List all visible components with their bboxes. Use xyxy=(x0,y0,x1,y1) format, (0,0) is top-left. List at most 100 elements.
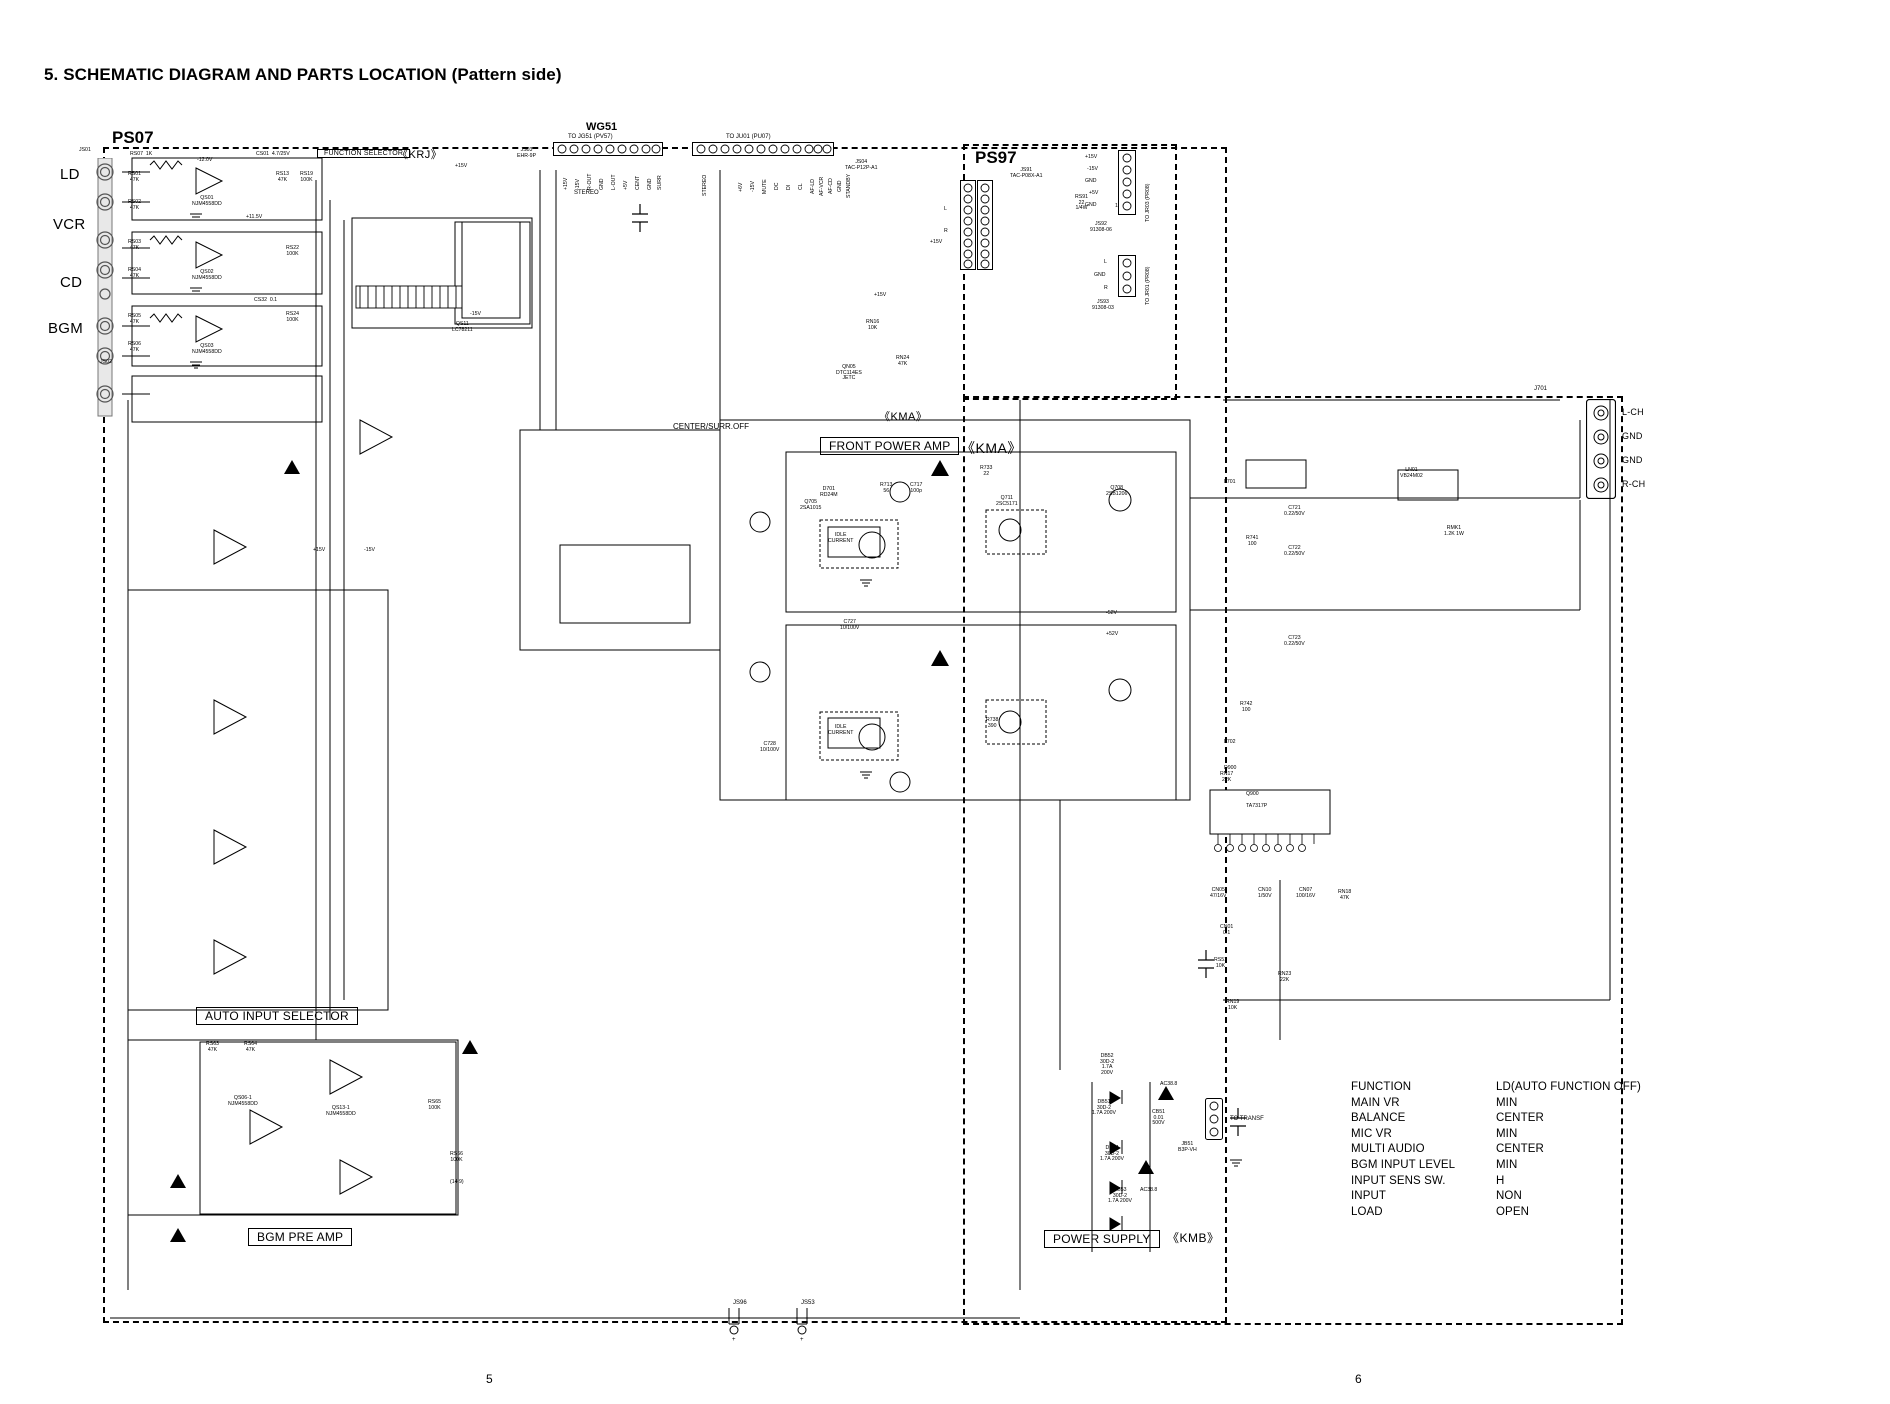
board-outline-kma xyxy=(963,396,1623,1325)
connector-sub-ju01: TO JU01 (PU07) xyxy=(726,134,771,140)
board-title-ps97: PS97 xyxy=(975,148,1017,167)
comp-l702: L702 xyxy=(1224,739,1236,745)
connector-ju01[interactable] xyxy=(692,142,834,156)
connector-jr01[interactable] xyxy=(1118,255,1136,297)
comp-qs06: QS06-1 NJM4558DD xyxy=(228,1095,258,1107)
connector-js96: JS96 xyxy=(733,1300,747,1306)
comp-rs66: RS66 100K xyxy=(450,1151,463,1163)
comp-rn17: RN17 22K xyxy=(1220,771,1234,783)
comp-q711: Q711 2SC5171 xyxy=(996,495,1018,507)
comp-qn00: TA7317P xyxy=(1246,803,1268,809)
label-krj: 《KRJ》 xyxy=(397,149,443,161)
comp-cb51: CB51 0.01 500V xyxy=(1152,1109,1165,1127)
comp-c728: C728 10/100V xyxy=(760,741,780,753)
connector-jr03[interactable] xyxy=(1118,150,1136,215)
comp-r742: R742 100 xyxy=(1240,701,1253,713)
connector-jb51[interactable] xyxy=(1205,1098,1223,1140)
comp-ac388-a: AC38.8 xyxy=(1160,1081,1178,1087)
comp-cs32: CS32 0.1 xyxy=(254,297,278,303)
voltage-plus15v-qn05: +15V xyxy=(874,292,887,298)
comp-rs03: RS03 47K xyxy=(128,239,141,251)
setting-value-bgm-input-level: MIN xyxy=(1496,1158,1518,1171)
comp-rs65: RS65 100K xyxy=(428,1099,441,1111)
comp-qs02: QS02 NJM4558DD xyxy=(192,269,222,281)
comp-rmk1: RMK1 1.2K 1W xyxy=(1444,525,1464,537)
voltage-149: (14.9) xyxy=(450,1179,464,1185)
voltage-minus15v-sel: -15V xyxy=(470,311,481,317)
setting-name-function: FUNCTION xyxy=(1351,1081,1412,1093)
input-jack-bgm: BGM xyxy=(48,320,84,337)
page-title: 5. SCHEMATIC DIAGRAM AND PARTS LOCATION … xyxy=(44,65,562,84)
setting-name-mic-vr: MIC VR xyxy=(1351,1127,1392,1140)
comp-r733: R733 22 xyxy=(980,465,993,477)
input-jack-cd: CD xyxy=(60,274,83,291)
connector-js53: JS53 xyxy=(801,1300,815,1306)
connector-js91-pins[interactable] xyxy=(960,180,994,270)
connector-js91: JS91 TAC-P08X-A1 xyxy=(1010,167,1043,179)
comp-cn05: CN05 47/16V xyxy=(1210,887,1227,899)
comp-cn07: CN07 100/16V xyxy=(1296,887,1316,899)
setting-value-load: OPEN xyxy=(1496,1205,1529,1218)
board-outline-ps07 xyxy=(103,147,1227,1323)
label-to-transf: TO TRANSF xyxy=(1230,1116,1264,1122)
comp-idle-current-1: IDLE CURRENT xyxy=(828,532,854,544)
connector-title-wg51: WG51 xyxy=(586,121,618,133)
comp-ln01: LN01 VB24M02 xyxy=(1400,467,1423,479)
label-center-surr-off: CENTER/SURR.OFF xyxy=(673,422,749,431)
comp-q900: Q900 xyxy=(1246,791,1259,797)
comp-qs11: QS11 LC78211 xyxy=(452,321,473,333)
page-number-left: 5 xyxy=(486,1372,493,1386)
setting-value-main-vr: MIN xyxy=(1496,1096,1518,1109)
setting-value-multi-audio: CENTER xyxy=(1496,1143,1544,1156)
output-terminal-rch: R-CH xyxy=(1622,479,1646,489)
ps97-pin-15v: +15V xyxy=(930,239,943,245)
label-power-supply: POWER SUPPLY xyxy=(1044,1230,1160,1248)
bottom-test-points[interactable]: + + xyxy=(725,1308,825,1342)
connector-sub-wg51: TO JG51 (PV57) xyxy=(568,134,613,140)
comp-qs03: QS03 NJM4558DD xyxy=(192,343,222,355)
comp-rs22: RS22 100K xyxy=(286,245,299,257)
input-jack-panel xyxy=(88,158,120,418)
comp-rn24: RN24 47K xyxy=(896,355,910,367)
setting-name-load: LOAD xyxy=(1351,1205,1383,1218)
comp-db54: DB54 30D-2 1.7A 200V xyxy=(1100,1145,1124,1163)
voltage-minus15v-a: -15V xyxy=(364,547,375,553)
label-kmb: 《KMB》 xyxy=(1167,1231,1220,1245)
comp-rs07: RS07 1K xyxy=(130,151,153,157)
comp-rs06: RS06 47K xyxy=(128,341,141,353)
output-terminal-block[interactable] xyxy=(1586,399,1616,499)
label-function-selector: FUNCTION SELECTOR xyxy=(317,149,411,158)
comp-q708: Q708 2SB1206 xyxy=(1106,485,1128,497)
comp-rs24: RS24 100K xyxy=(286,311,299,323)
comp-rs64: RS64 47K xyxy=(244,1041,257,1053)
comp-c717: C717 100p xyxy=(910,482,923,494)
svg-text:+: + xyxy=(732,1337,736,1342)
settings-values: LD(AUTO FUNCTION OFF) MIN CENTER MIN CEN… xyxy=(1496,1080,1641,1220)
output-terminal-gnd2: GND xyxy=(1622,455,1643,465)
settings-names: FUNCTION MAIN VR BALANCE MIC VR MULTI AU… xyxy=(1351,1080,1455,1220)
label-stereo: STEREO xyxy=(574,190,599,196)
comp-d701: D701 RD24M xyxy=(820,486,838,498)
comp-rs51: RS51 10K xyxy=(1214,957,1227,969)
setting-name-multi-audio: MULTI AUDIO xyxy=(1351,1143,1425,1156)
voltage-plus115v: +11.5V xyxy=(246,214,263,220)
label-bgm-pre-amp: BGM PRE AMP xyxy=(248,1228,353,1246)
comp-rs19: RS19 100K xyxy=(300,171,313,183)
connector-js04: JS04 TAC-P12P-A1 xyxy=(845,159,878,171)
setting-name-main-vr: MAIN VR xyxy=(1351,1096,1400,1109)
comp-qs01: QS01 NJM4558DD xyxy=(192,195,222,207)
comp-q705: Q705 2SA1015 xyxy=(800,499,822,511)
connector-wg51[interactable] xyxy=(553,142,663,156)
setting-value-balance: CENTER xyxy=(1496,1112,1544,1125)
input-jack-ld: LD xyxy=(60,166,80,183)
connector-js93: JS93 91308-03 xyxy=(1092,299,1114,311)
label-auto-input-selector: AUTO INPUT SELECTOR xyxy=(196,1007,358,1025)
comp-c722: C722 0.22/50V xyxy=(1284,545,1305,557)
comp-rs91: RS91 22 1/4W xyxy=(1075,194,1088,212)
comp-db53: DB53 30D-2 1.7A 200V xyxy=(1108,1187,1132,1205)
connector-js02: JS02 xyxy=(100,359,112,365)
label-front-power-amp: FRONT POWER AMP xyxy=(820,437,960,455)
connector-js01: JS01 xyxy=(79,147,91,153)
board-title-ps07: PS07 xyxy=(112,128,154,147)
